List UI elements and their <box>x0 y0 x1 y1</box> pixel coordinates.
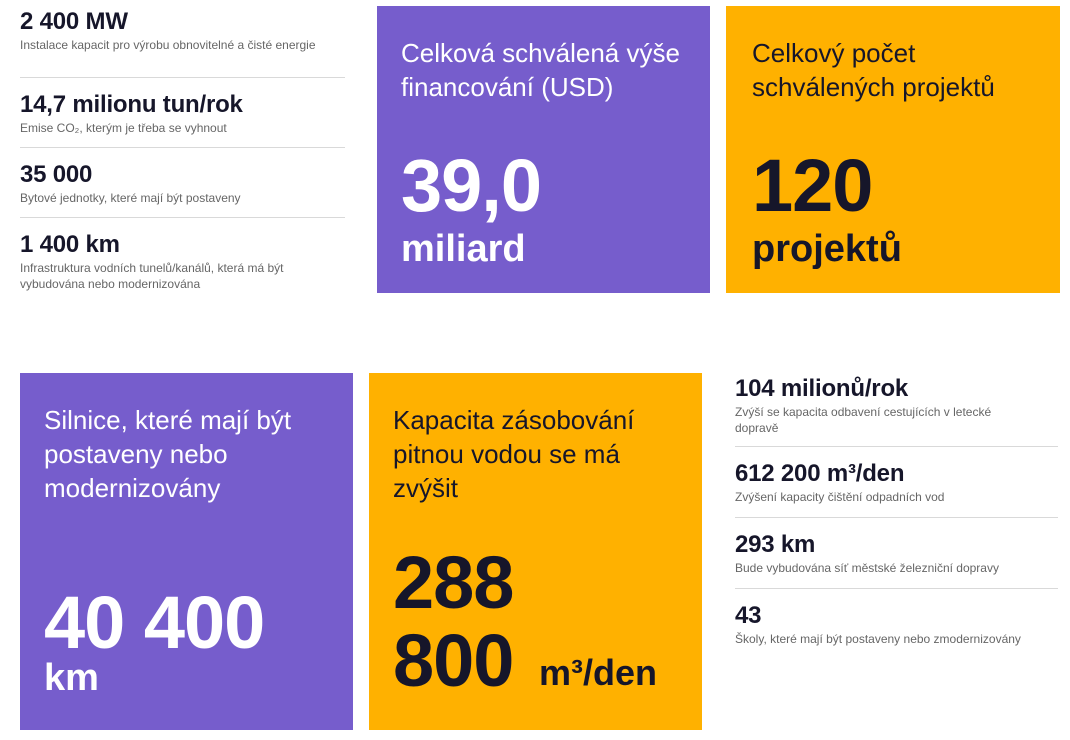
stat-value: 293 km <box>735 531 816 558</box>
stat-description: Bytové jednotky, které mají být postaven… <box>20 191 241 205</box>
stat-item-co2-emissions: 14,7 milionu tun/rok Emise CO₂, kterým j… <box>20 78 345 148</box>
stat-item-water-tunnels: 1 400 km Infrastruktura vodních tunelů/k… <box>20 218 345 292</box>
stat-item-energy-capacity: 2 400 MW Instalace kapacit pro výrobu ob… <box>20 8 345 78</box>
tile-number: 120 <box>752 144 873 227</box>
stat-value: 43 <box>735 602 762 629</box>
tile-label: Celkový počet schválených projektů <box>752 38 995 102</box>
tile-unit: m³/den <box>539 652 658 693</box>
financing-tile: Celková schválená výše financování (USD)… <box>377 6 710 293</box>
stat-description: Zvýšení kapacity čištění odpadních vod <box>735 490 945 504</box>
tile-unit: km <box>44 657 99 699</box>
projects-tile: Celkový počet schválených projektů 120 p… <box>726 6 1060 293</box>
stat-item-air-passengers: 104 milionů/rok Zvýší se kapacita odbave… <box>735 375 1058 447</box>
stat-item-urban-rail: 293 km Bude vybudována síť městské želez… <box>735 518 1058 589</box>
tile-number-line2: 800 <box>393 619 514 702</box>
stat-value: 612 200 m³/den <box>735 460 905 487</box>
stat-value: 35 000 <box>20 161 93 188</box>
stat-description: Emise CO₂, kterým je třeba se vyhnout <box>20 121 227 135</box>
stat-item-schools: 43 Školy, které mají být postaveny nebo … <box>735 589 1058 647</box>
stat-value: 14,7 milionu tun/rok <box>20 91 243 118</box>
tile-number: 40 400 <box>44 581 265 664</box>
bottom-stat-list: 104 milionů/rok Zvýší se kapacita odbave… <box>735 375 1058 647</box>
tile-label: Silnice, které mají být postaveny nebo m… <box>44 405 292 503</box>
stat-value: 2 400 MW <box>20 8 128 35</box>
tile-label: Kapacita zásobování pitnou vodou se má z… <box>393 405 635 503</box>
stat-description: Infrastruktura vodních tunelů/kanálů, kt… <box>20 261 284 291</box>
stat-description: Zvýší se kapacita odbavení cestujících v… <box>735 405 992 435</box>
water-supply-tile: Kapacita zásobování pitnou vodou se má z… <box>369 373 702 730</box>
tile-number-line1: 288 <box>393 541 514 624</box>
tile-unit: projektů <box>752 228 902 270</box>
stat-description: Instalace kapacit pro výrobu obnovitelné… <box>20 38 316 52</box>
stat-value: 104 milionů/rok <box>735 375 909 402</box>
top-stat-list: 2 400 MW Instalace kapacit pro výrobu ob… <box>20 8 345 292</box>
stat-description: Školy, které mají být postaveny nebo zmo… <box>735 632 1021 646</box>
tile-number: 39,0 <box>401 144 542 227</box>
tile-unit: miliard <box>401 228 526 270</box>
stat-item-wastewater: 612 200 m³/den Zvýšení kapacity čištění … <box>735 447 1058 518</box>
stat-item-housing-units: 35 000 Bytové jednotky, které mají být p… <box>20 148 345 218</box>
tile-label: Celková schválená výše financování (USD) <box>401 38 680 102</box>
roads-tile: Silnice, které mají být postaveny nebo m… <box>20 373 353 730</box>
stat-value: 1 400 km <box>20 231 120 258</box>
stat-description: Bude vybudována síť městské železniční d… <box>735 561 999 575</box>
